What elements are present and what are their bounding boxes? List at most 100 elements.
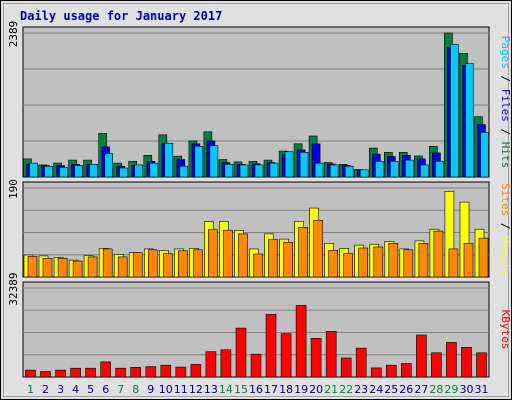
bar-kbytes [40,371,51,378]
bar-kbytes [340,357,352,378]
day-label: 31 [475,383,489,396]
bar-kbytes [431,352,442,378]
bar-kbytes [295,304,307,378]
panel-middle: 190 Sites / Visits [7,179,512,278]
y-max-label: 190 [7,179,20,199]
frame-inner-border [3,3,509,397]
bar-sites [388,243,399,278]
day-label: 6 [102,383,109,396]
day-label: 26 [399,383,413,396]
bar-kbytes [355,347,367,378]
bar-sites [448,248,459,278]
day-label: 20 [309,383,323,396]
bar-sites [403,249,414,278]
bar-kbytes [446,342,457,378]
series-legend: KBytes [499,310,512,350]
bar-sites [283,242,293,278]
legend-part: KBytes [499,310,512,350]
bar-kbytes [55,369,66,378]
bar-pages [59,167,68,178]
legend-part: / [499,122,512,142]
day-label: 13 [204,383,218,396]
bar-pages [149,162,159,178]
day-label: 30 [460,383,474,396]
bar-sites [418,243,429,278]
bar-kbytes [175,366,187,378]
bar-pages [269,162,279,178]
day-label: 21 [324,383,338,396]
day-label: 4 [72,383,79,396]
bar-sites [148,249,158,278]
day-label: 24 [369,383,383,396]
bar-sites [358,247,369,278]
bar-pages [224,164,234,178]
bar-sites [178,250,188,278]
bar-sites [223,229,233,278]
bar-sites [193,249,203,278]
bar-pages [239,164,249,178]
bar-pages [450,44,459,178]
bar-pages [194,146,204,178]
bar-sites [42,257,53,278]
bar-pages [374,161,384,178]
bar-pages [299,152,309,178]
bar-kbytes [145,366,157,378]
bar-pages [119,167,128,178]
bar-kbytes [25,369,36,378]
legend-part: Pages [499,36,512,69]
bar-sites [87,256,98,278]
day-label: 29 [444,383,458,396]
bar-kbytes [205,351,217,378]
bar-pages [480,132,489,178]
series-legend: Sites / Visits [499,183,512,276]
day-label: 11 [174,383,188,396]
bar-sites [72,260,83,278]
bar-sites [463,243,474,278]
bar-kbytes [461,346,472,378]
day-label: 23 [354,383,368,396]
bar-sites [268,239,278,278]
panel-top: 2389 Pages / Files / Hits [7,21,512,178]
bar-pages [435,161,444,178]
bar-kbytes [280,333,292,378]
day-label: 7 [117,383,124,396]
bar-kbytes [235,327,247,378]
bar-kbytes [160,364,172,378]
bar-kbytes [310,337,322,378]
bar-sites [373,246,384,278]
chart-title: Daily usage for January 2017 [20,9,222,23]
day-label: 8 [132,383,139,396]
bar-sites [27,256,38,278]
bar-pages [179,165,189,178]
day-label: 19 [294,383,308,396]
bar-pages [209,145,219,178]
day-label: 22 [339,383,353,396]
bar-pages [254,164,264,178]
bar-kbytes [190,364,202,378]
day-label: 17 [264,383,278,396]
bar-sites [343,253,354,278]
day-label: 5 [87,383,94,396]
bar-pages [329,164,339,178]
day-label: 16 [249,383,263,396]
day-label: 18 [279,383,293,396]
legend-part: Visits [499,236,512,276]
bar-pages [420,164,429,178]
bar-kbytes [100,361,111,378]
bar-kbytes [385,364,397,378]
bar-pages [44,165,53,178]
legend-part: Hits [499,142,512,169]
bar-kbytes [325,331,337,378]
bar-pages [344,165,354,178]
day-label: 28 [429,383,443,396]
day-labels: 1 2 3 4 5 6 7 8 9 10 11 12 13 14 15 16 17 18 19 20 21 22 23 24 2… [27,383,489,396]
bar-pages [284,151,294,178]
bar-sites [57,257,68,278]
bar-sites [313,220,323,278]
bar-kbytes [476,352,487,378]
bar-sites [238,233,248,278]
bar-sites [298,227,308,278]
bar-pages [104,153,113,178]
bar-sites [102,248,113,278]
